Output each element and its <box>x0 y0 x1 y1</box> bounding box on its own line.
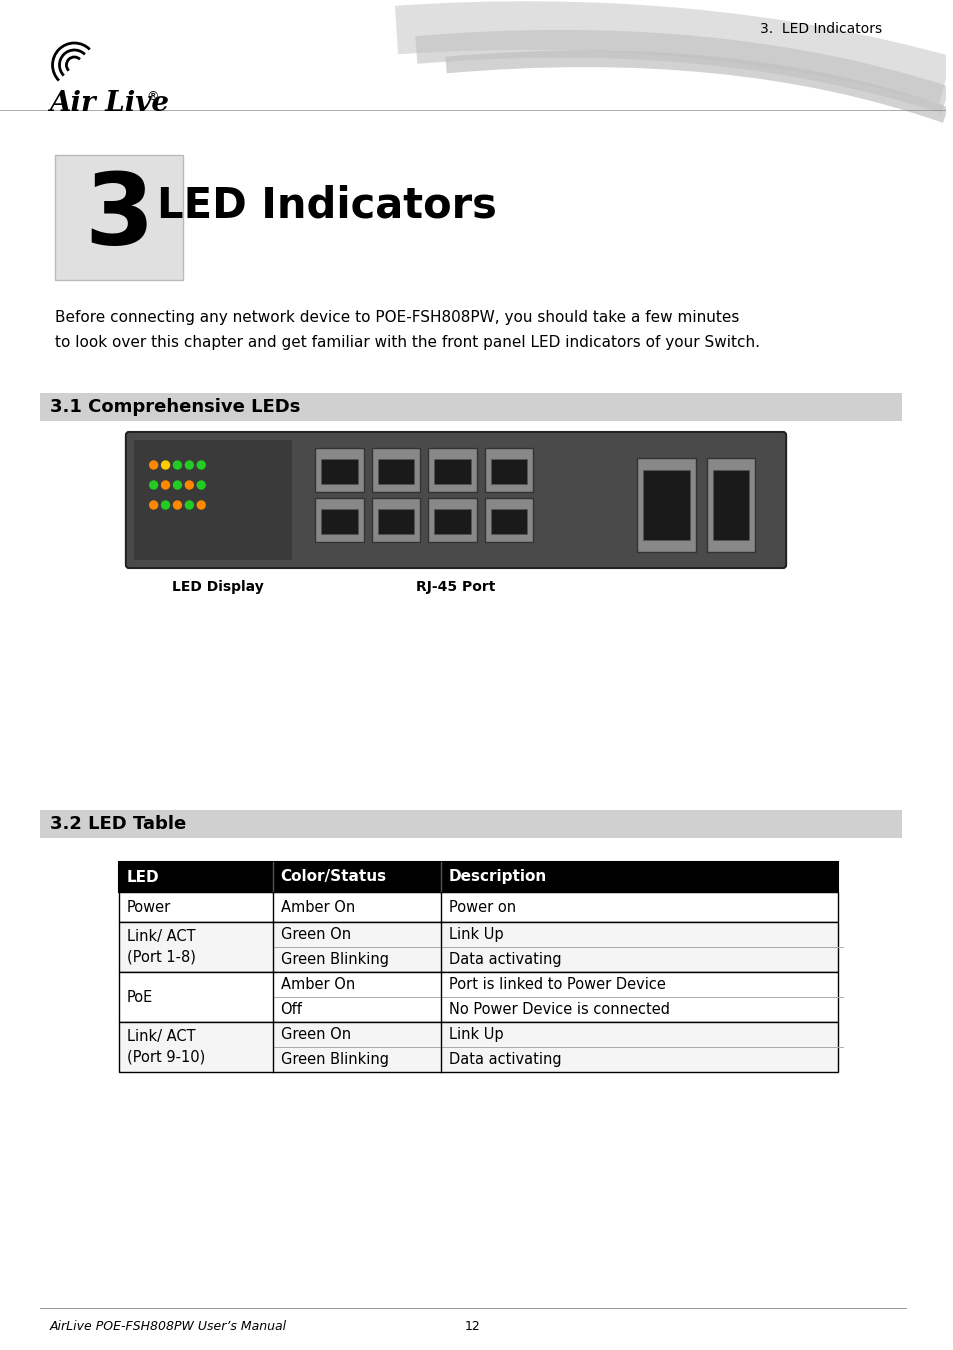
FancyBboxPatch shape <box>637 458 695 552</box>
Circle shape <box>185 481 193 489</box>
FancyBboxPatch shape <box>706 458 755 552</box>
FancyBboxPatch shape <box>712 470 749 540</box>
Text: 3.2 LED Table: 3.2 LED Table <box>50 815 186 833</box>
FancyBboxPatch shape <box>119 1022 837 1072</box>
Text: LED Indicators: LED Indicators <box>157 185 497 227</box>
Text: 3.  LED Indicators: 3. LED Indicators <box>760 22 882 36</box>
Text: Description: Description <box>449 869 547 884</box>
Circle shape <box>161 481 170 489</box>
FancyBboxPatch shape <box>133 440 293 560</box>
FancyBboxPatch shape <box>484 498 533 541</box>
FancyBboxPatch shape <box>642 470 689 540</box>
Text: LED: LED <box>127 869 159 884</box>
Circle shape <box>185 460 193 468</box>
Circle shape <box>173 460 181 468</box>
FancyBboxPatch shape <box>428 448 476 491</box>
Text: AirLive POE-FSH808PW User’s Manual: AirLive POE-FSH808PW User’s Manual <box>50 1320 287 1332</box>
Text: Power on: Power on <box>449 899 516 914</box>
Text: Off: Off <box>280 1002 302 1017</box>
Circle shape <box>173 481 181 489</box>
Circle shape <box>197 460 205 468</box>
Circle shape <box>197 481 205 489</box>
Text: Amber On: Amber On <box>280 977 355 992</box>
Circle shape <box>197 501 205 509</box>
FancyBboxPatch shape <box>54 155 183 279</box>
FancyBboxPatch shape <box>377 459 414 485</box>
FancyBboxPatch shape <box>321 459 357 485</box>
FancyBboxPatch shape <box>119 972 837 1022</box>
Text: Green On: Green On <box>280 1027 351 1042</box>
Text: Air Live: Air Live <box>50 90 170 117</box>
Text: LED Display: LED Display <box>172 580 264 594</box>
FancyBboxPatch shape <box>321 509 357 535</box>
Text: 12: 12 <box>464 1320 480 1332</box>
FancyBboxPatch shape <box>434 459 471 485</box>
Text: Power: Power <box>127 899 171 914</box>
Circle shape <box>185 501 193 509</box>
Text: Before connecting any network device to POE-FSH808PW, you should take a few minu: Before connecting any network device to … <box>54 310 759 350</box>
FancyBboxPatch shape <box>434 509 471 535</box>
Text: Green Blinking: Green Blinking <box>280 952 388 967</box>
Text: Port is linked to Power Device: Port is linked to Power Device <box>449 977 665 992</box>
Circle shape <box>161 501 170 509</box>
Text: No Power Device is connected: No Power Device is connected <box>449 1002 669 1017</box>
FancyBboxPatch shape <box>377 509 414 535</box>
Text: ®: ® <box>147 90 159 103</box>
Circle shape <box>150 501 157 509</box>
Text: Link/ ACT
(Port 9-10): Link/ ACT (Port 9-10) <box>127 1029 205 1065</box>
Text: Link Up: Link Up <box>449 927 503 942</box>
FancyBboxPatch shape <box>428 498 476 541</box>
Text: Data activating: Data activating <box>449 1052 561 1066</box>
FancyBboxPatch shape <box>314 498 363 541</box>
FancyBboxPatch shape <box>484 448 533 491</box>
Circle shape <box>173 501 181 509</box>
Circle shape <box>150 481 157 489</box>
Text: 3.1 Comprehensive LEDs: 3.1 Comprehensive LEDs <box>50 398 299 416</box>
FancyBboxPatch shape <box>119 892 837 922</box>
Text: Color/Status: Color/Status <box>280 869 386 884</box>
Text: RJ-45 Port: RJ-45 Port <box>416 580 496 594</box>
Text: 3: 3 <box>84 169 153 266</box>
Text: Link Up: Link Up <box>449 1027 503 1042</box>
FancyBboxPatch shape <box>40 810 902 838</box>
Text: Green Blinking: Green Blinking <box>280 1052 388 1066</box>
FancyBboxPatch shape <box>126 432 785 568</box>
Text: Data activating: Data activating <box>449 952 561 967</box>
Text: Green On: Green On <box>280 927 351 942</box>
FancyBboxPatch shape <box>119 863 837 892</box>
FancyBboxPatch shape <box>314 448 363 491</box>
FancyBboxPatch shape <box>40 393 902 421</box>
FancyBboxPatch shape <box>372 448 420 491</box>
FancyBboxPatch shape <box>372 498 420 541</box>
Circle shape <box>161 460 170 468</box>
Circle shape <box>150 460 157 468</box>
Text: Amber On: Amber On <box>280 899 355 914</box>
FancyBboxPatch shape <box>119 922 837 972</box>
FancyBboxPatch shape <box>490 509 527 535</box>
FancyBboxPatch shape <box>490 459 527 485</box>
Text: Link/ ACT
(Port 1-8): Link/ ACT (Port 1-8) <box>127 929 195 965</box>
Text: PoE: PoE <box>127 990 153 1004</box>
